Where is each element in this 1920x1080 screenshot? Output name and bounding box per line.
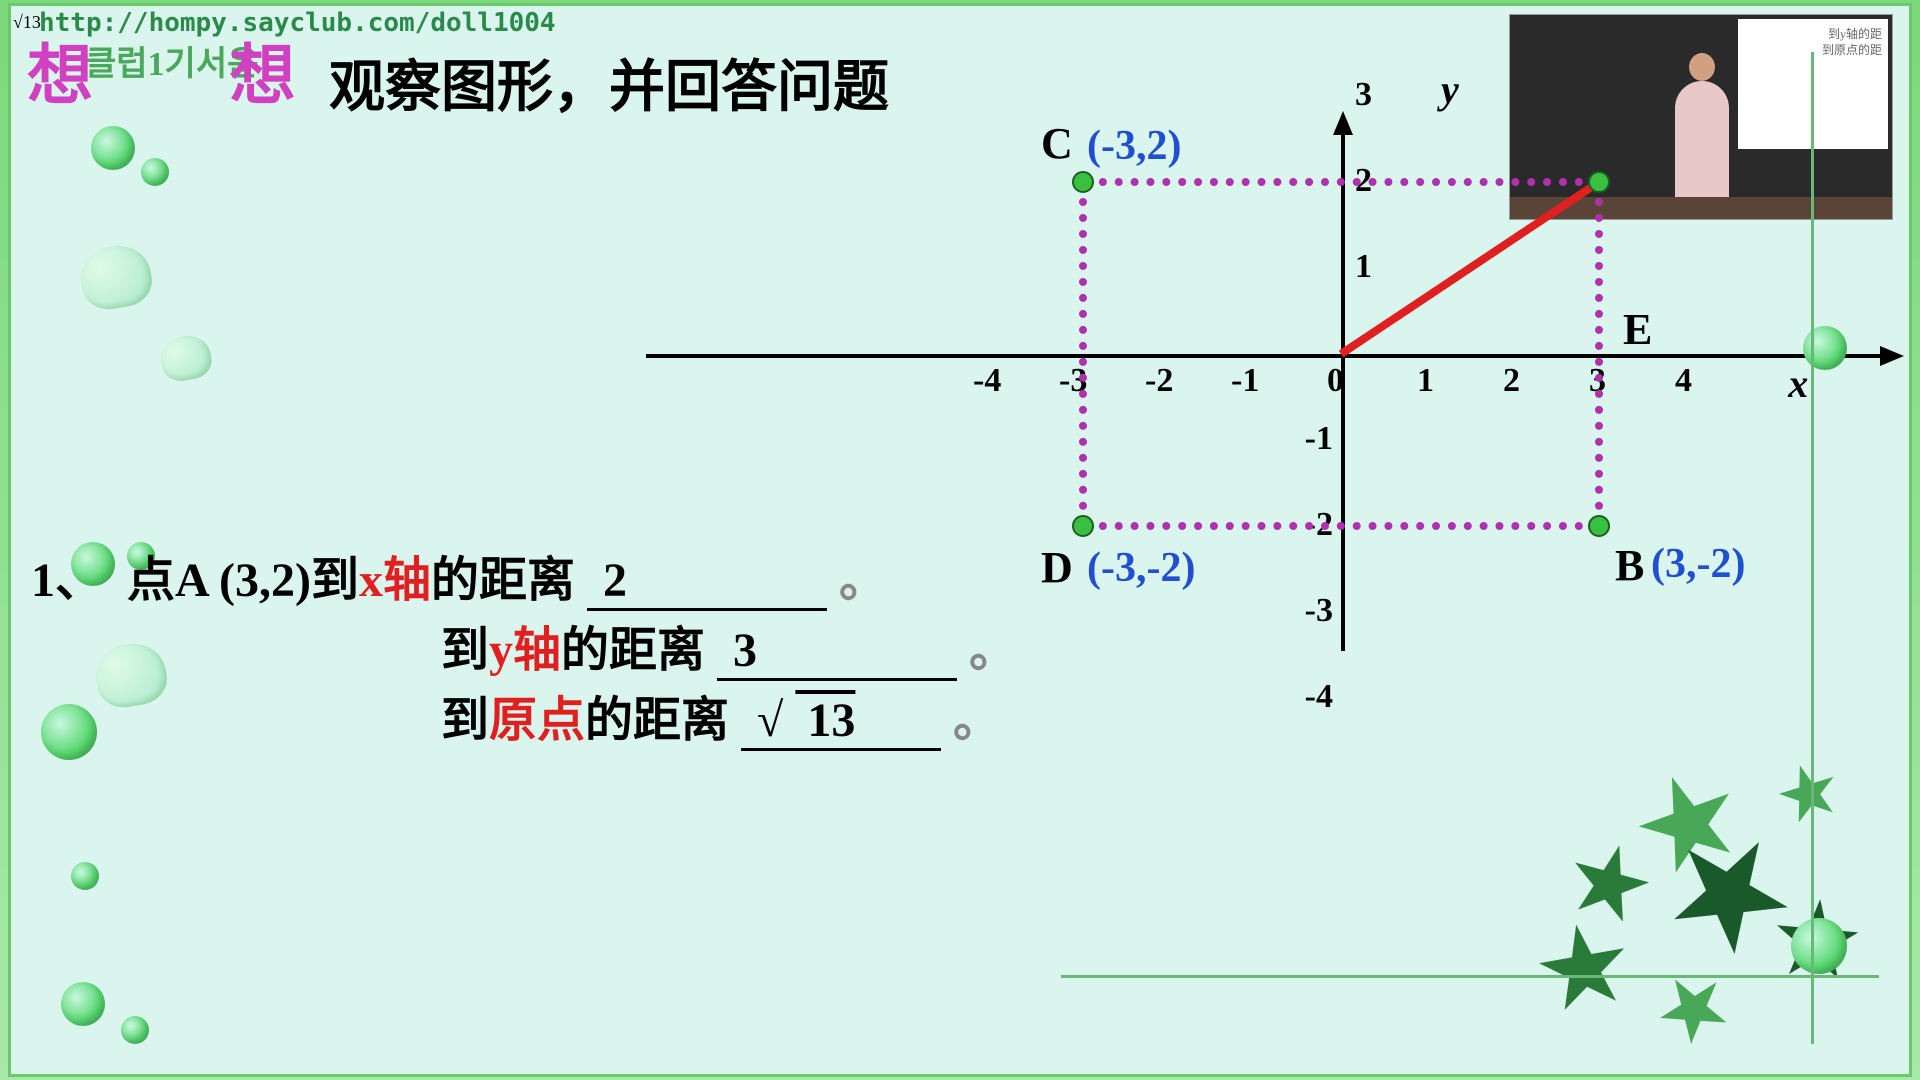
leaf-icon (1767, 752, 1851, 836)
leaf-icon (1647, 812, 1811, 976)
leaf-icon (1532, 917, 1636, 1021)
period: 。 (953, 694, 1001, 747)
title-think: 想 想 (27, 22, 356, 118)
q-origin: 原点 (489, 694, 585, 747)
question-line-2: 到y轴的距离 3 。 (441, 610, 1017, 681)
bubble-icon (61, 982, 105, 1026)
question-line-3: 到原点的距离 √ 13 。 (441, 680, 1001, 751)
coordinate-graph: xy0-4-3-2-11234123-1-2-3-4C(-3,2)D(-3,-2… (866, 121, 1916, 651)
heart-icon (158, 332, 215, 384)
q-text: 的距离 (561, 624, 705, 677)
decorative-line (1811, 52, 1814, 1044)
decorative-line (1061, 975, 1879, 978)
q-xaxis: x轴 (359, 554, 431, 607)
title-main: 观察图形，并回答问题 (329, 42, 889, 123)
q-text: 点A (3,2)到 (127, 554, 359, 607)
webcam-text: 到y轴的距 (1828, 25, 1882, 42)
bubble-icon (71, 862, 99, 890)
period: 。 (839, 554, 887, 607)
bubble-icon (141, 158, 169, 186)
webcam-text: 到原点的距 (1822, 41, 1882, 58)
q-text: 的距离 (431, 554, 575, 607)
q-text: 到 (441, 624, 489, 677)
question-line-1: 1、 点A (3,2)到x轴的距离 2 。 (31, 540, 887, 611)
heart-icon (76, 240, 156, 313)
bubble-icon (1803, 326, 1847, 370)
q-yaxis: y轴 (489, 624, 561, 677)
bubble-icon (121, 1016, 149, 1044)
q-text: 的距离 (585, 694, 729, 747)
leaf-icon (1560, 835, 1658, 933)
q-text: 到 (441, 694, 489, 747)
bubble-icon (91, 126, 135, 170)
q-number: 1、 (31, 554, 103, 607)
bubble-icon (1791, 918, 1847, 974)
heart-icon (91, 638, 171, 711)
period: 。 (969, 624, 1017, 677)
bubble-icon (41, 704, 97, 760)
answer-1: 2 (587, 553, 827, 611)
answer-2: 3 (717, 623, 957, 681)
answer-3: √ 13 (741, 693, 941, 751)
